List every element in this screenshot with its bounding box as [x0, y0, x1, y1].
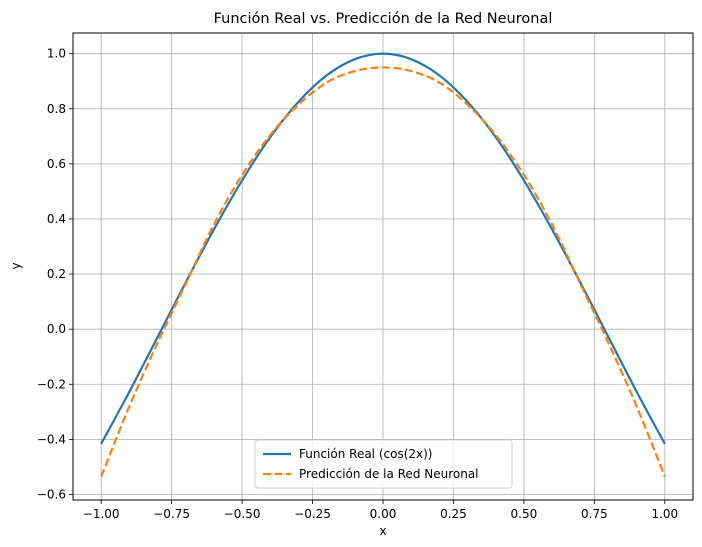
y-axis-label: y — [9, 262, 23, 269]
series-line-2 — [100, 66, 666, 477]
grid — [73, 33, 693, 500]
x-axis-label: x — [379, 524, 386, 538]
x-tick-label: 1.00 — [651, 507, 678, 521]
y-tick-label: 0.8 — [47, 102, 66, 116]
axis-ticks: −1.00 −0.75 −0.50 −0.25 0.00 0.25 0.50 0.75 1.00… — [37, 47, 678, 521]
x-tick-label: 0.75 — [581, 507, 608, 521]
legend-box — [254, 439, 513, 489]
x-tick-label: 0.50 — [511, 507, 538, 521]
chart-title: Función Real vs. Predicción de la Red Ne… — [214, 11, 553, 27]
x-tick-label: −0.75 — [153, 507, 190, 521]
x-tick-label: −0.50 — [224, 507, 261, 521]
series-lines — [100, 52, 666, 477]
y-tick-label: 0.2 — [47, 267, 66, 281]
x-tick-label: 0.25 — [440, 507, 467, 521]
x-tick-label: −1.00 — [83, 507, 120, 521]
y-tick-label: −0.6 — [37, 487, 66, 501]
y-tick-label: 1.0 — [47, 47, 66, 61]
legend-label-1: Función Real (cos(2x)) — [299, 447, 433, 461]
y-tick-label: −0.4 — [37, 432, 66, 446]
legend: Función Real (cos(2x)) Predicción de la R… — [254, 439, 513, 489]
y-tick-label: 0.4 — [47, 212, 66, 226]
y-tick-label: 0.6 — [47, 157, 66, 171]
y-tick-label: 0.0 — [47, 322, 66, 336]
y-tick-label: −0.2 — [37, 377, 66, 391]
x-tick-label: 0.00 — [370, 507, 397, 521]
legend-label-2: Predicción de la Red Neuronal — [299, 467, 479, 481]
x-tick-label: −0.25 — [294, 507, 331, 521]
